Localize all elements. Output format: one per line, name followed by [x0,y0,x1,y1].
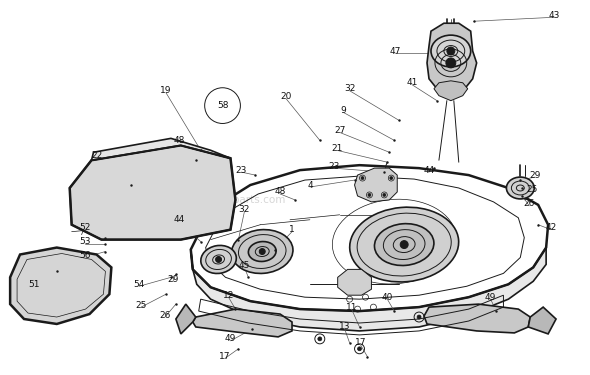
Text: 44: 44 [173,215,185,224]
Circle shape [361,177,364,180]
Text: 17: 17 [219,352,230,361]
Text: 23: 23 [328,162,339,171]
Circle shape [447,47,455,55]
Text: 44: 44 [424,166,435,175]
Ellipse shape [375,224,434,266]
Text: 4: 4 [307,180,313,189]
Text: 20: 20 [280,92,291,101]
Polygon shape [70,146,235,240]
Text: e-solarmenparts.com: e-solarmenparts.com [175,195,286,205]
Circle shape [390,177,393,180]
Ellipse shape [231,230,293,273]
Text: 32: 32 [344,84,355,93]
Text: 56: 56 [79,251,90,260]
Polygon shape [193,309,292,337]
Text: 29: 29 [167,275,179,284]
Polygon shape [424,304,530,333]
Polygon shape [337,269,372,295]
Polygon shape [528,307,556,334]
Circle shape [259,249,266,255]
Text: 26: 26 [523,200,535,208]
Polygon shape [355,168,397,202]
Circle shape [318,337,322,341]
Circle shape [215,256,222,262]
Ellipse shape [431,35,471,67]
Circle shape [400,241,408,249]
Polygon shape [176,304,196,334]
Text: 19: 19 [160,86,172,95]
Polygon shape [434,81,468,100]
Ellipse shape [201,245,237,273]
Text: 40: 40 [382,292,393,302]
Text: 22: 22 [92,151,103,160]
Text: 53: 53 [79,237,90,246]
Text: 58: 58 [217,101,228,110]
Text: 43: 43 [548,11,560,20]
Polygon shape [91,138,231,160]
Polygon shape [191,248,546,331]
Text: 49: 49 [485,292,496,302]
Circle shape [358,347,362,351]
Ellipse shape [506,177,534,199]
Text: 49: 49 [225,334,236,344]
Text: 21: 21 [331,144,342,153]
Text: 11: 11 [346,303,358,312]
Text: 51: 51 [28,280,40,289]
Text: 48: 48 [173,136,185,145]
Text: 1: 1 [289,225,295,234]
Text: 47: 47 [389,46,401,56]
Circle shape [383,194,386,196]
Text: 52: 52 [79,223,90,232]
Text: 23: 23 [236,166,247,175]
Text: 41: 41 [407,78,418,87]
Text: 25: 25 [526,186,538,195]
Text: 26: 26 [159,310,171,320]
Text: 25: 25 [136,301,147,310]
Circle shape [417,315,421,319]
Ellipse shape [248,242,276,261]
Circle shape [446,58,456,68]
Polygon shape [427,23,477,93]
Text: 27: 27 [334,126,345,135]
Polygon shape [10,248,112,324]
Ellipse shape [350,207,458,282]
Text: 12: 12 [223,291,234,300]
Text: 17: 17 [355,338,366,347]
Text: 42: 42 [546,223,557,232]
Text: 32: 32 [239,206,250,214]
Circle shape [368,194,371,196]
Text: 9: 9 [341,106,346,115]
Text: 13: 13 [339,322,350,332]
Text: 45: 45 [239,261,250,270]
Text: 48: 48 [274,188,286,196]
Text: 54: 54 [133,280,145,289]
Text: 29: 29 [529,171,541,180]
